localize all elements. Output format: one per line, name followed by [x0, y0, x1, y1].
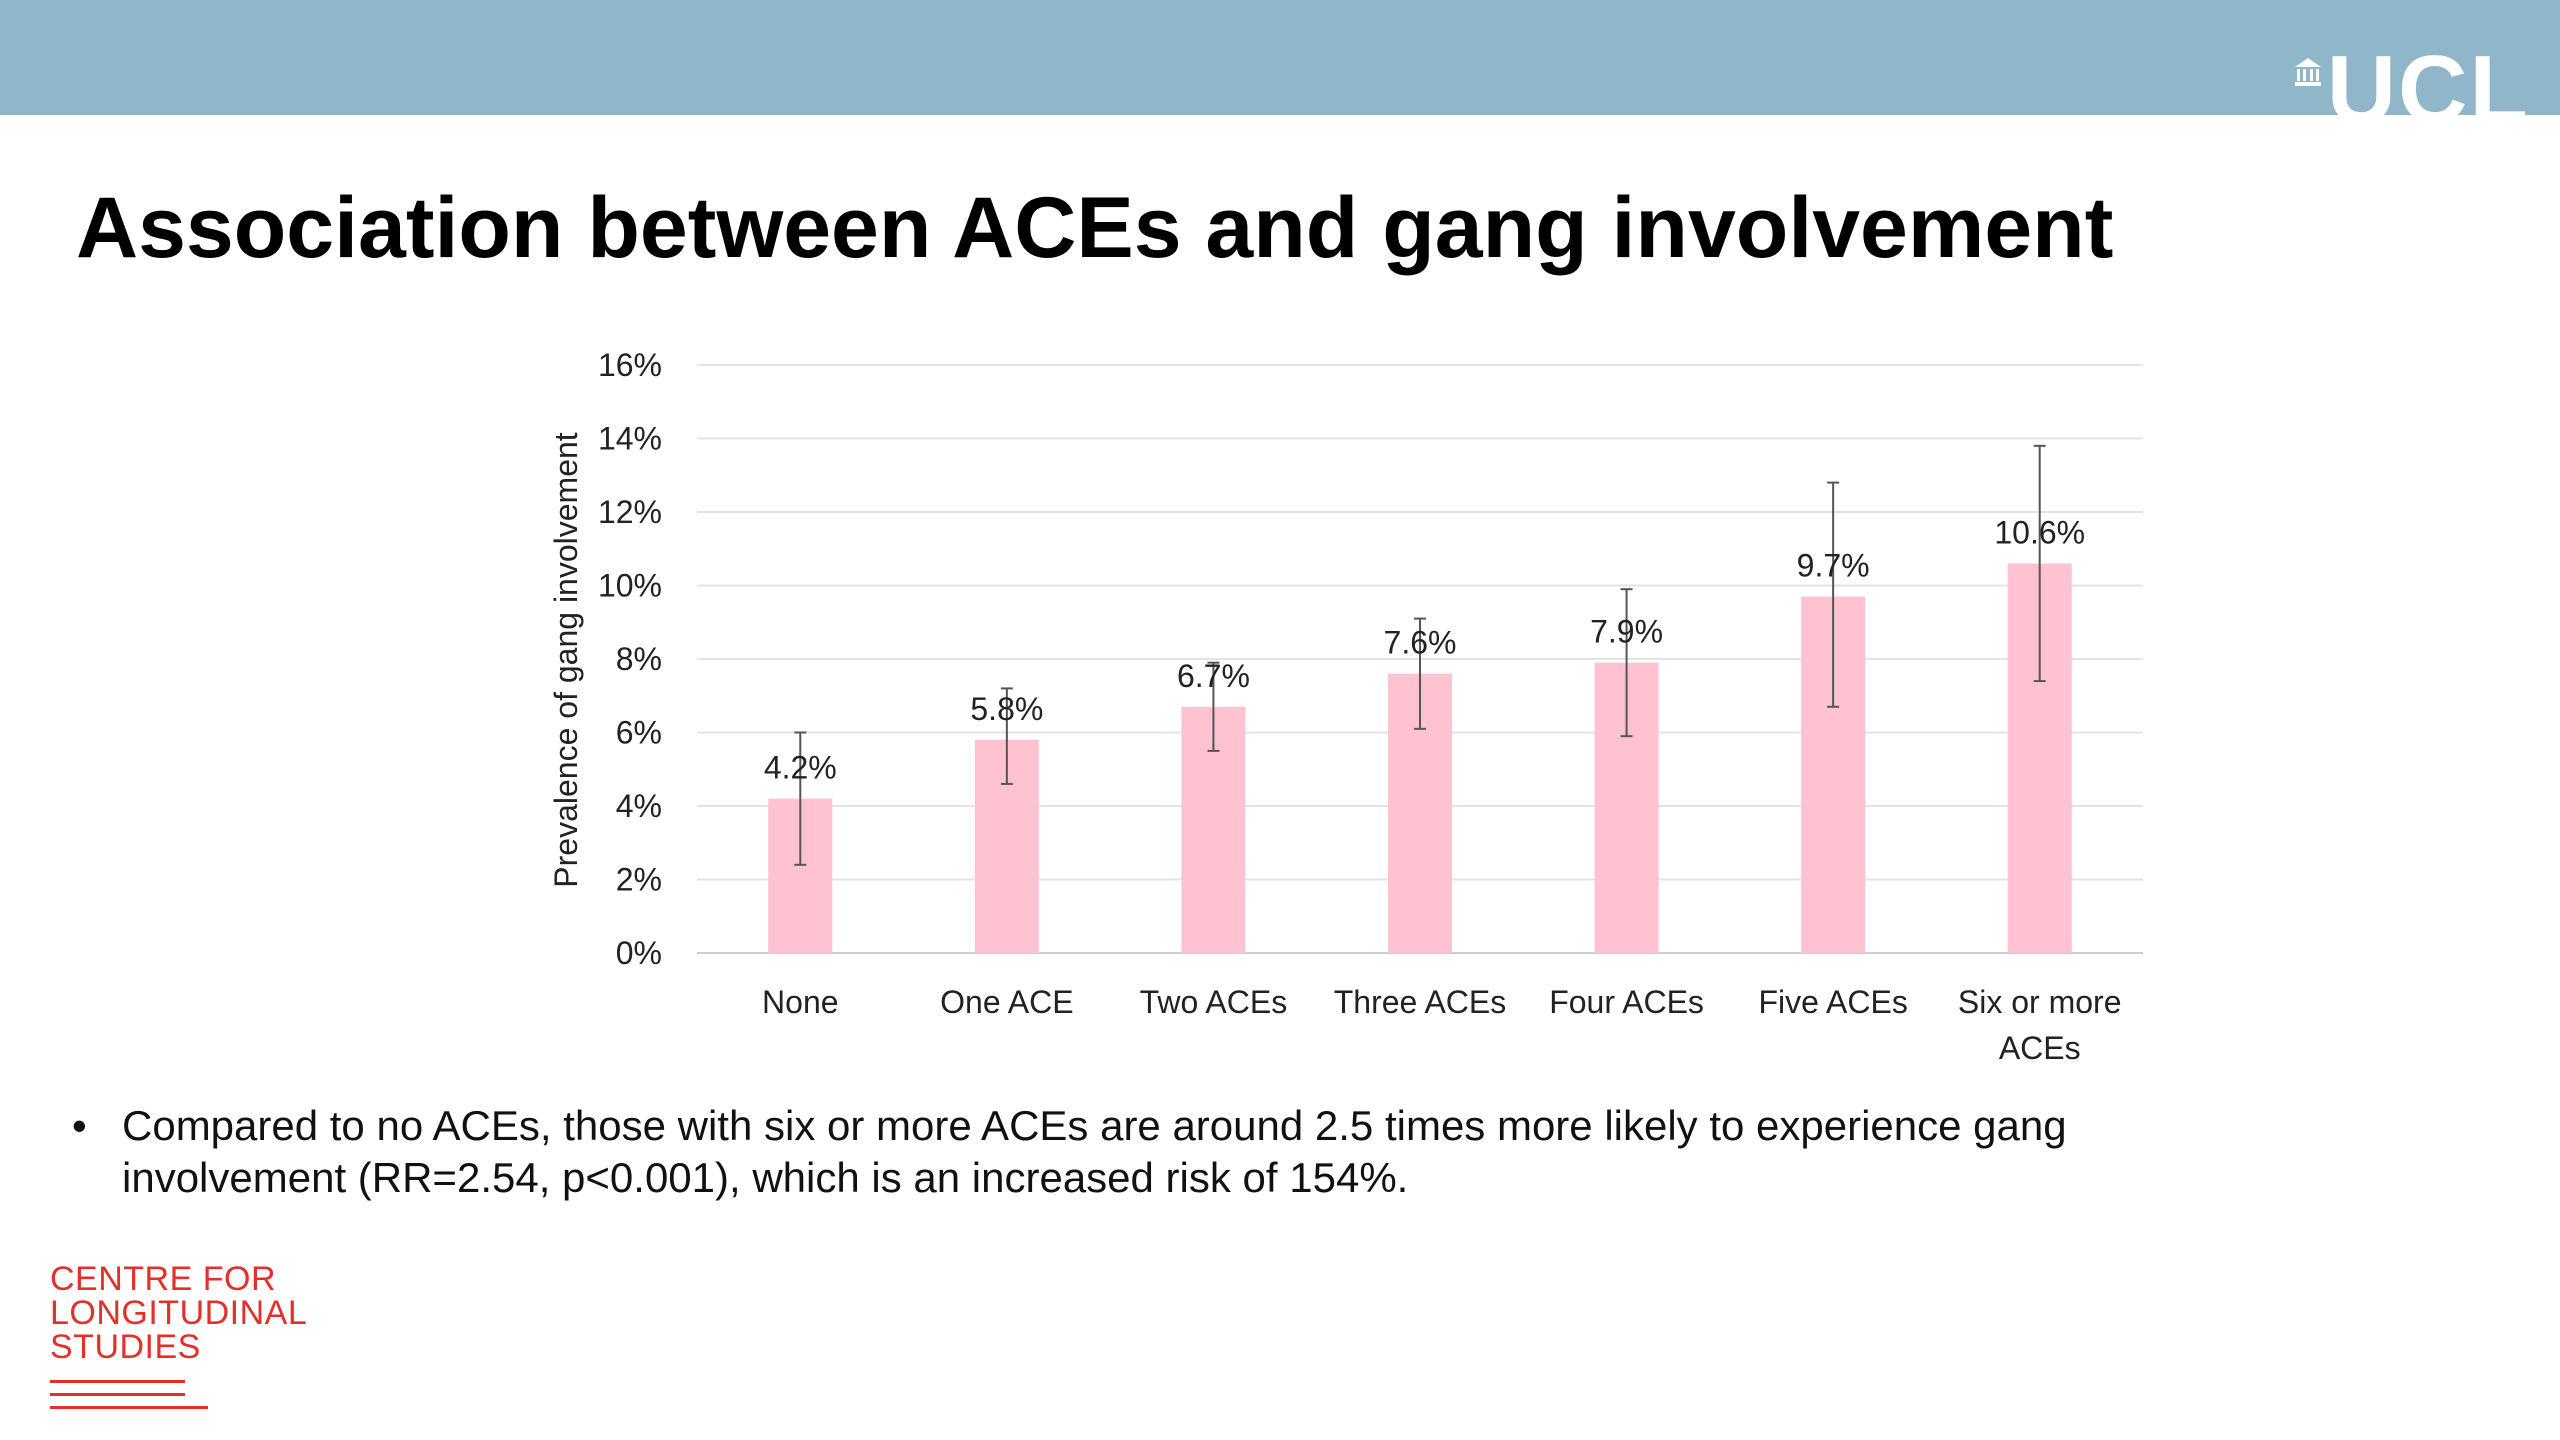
ucl-logo: UCL	[2294, 36, 2530, 143]
cls-logo-line-3: STUDIES	[50, 1328, 201, 1366]
x-category-label: Two ACEs	[1140, 984, 1288, 1020]
data-label: 7.6%	[1384, 625, 1457, 661]
data-label: 10.6%	[1994, 514, 2085, 550]
data-label: 7.9%	[1590, 614, 1663, 650]
x-category-label: Three ACEs	[1334, 984, 1507, 1020]
y-tick-label: 14%	[598, 421, 662, 457]
bullet-symbol: •	[72, 1102, 87, 1149]
data-labels: 4.2% 5.8% 6.7% 7.6% 7.9% 9.7% 10.6%	[764, 514, 2085, 785]
error-bar	[1620, 588, 1633, 738]
ucl-logo-text: UCL	[2326, 36, 2530, 143]
slide-title: Association between ACEs and gang involv…	[76, 180, 2114, 276]
error-bar	[1414, 617, 1426, 730]
x-category-label: Six or more	[1958, 984, 2122, 1020]
x-axis-categories: None One ACE Two ACEs Three ACEs Four ACEs Fi…	[762, 984, 2121, 1066]
y-axis-title: Prevalence of gang involvement	[548, 432, 584, 888]
error-bars	[794, 444, 2046, 866]
bullet-text: Compared to no ACEs, those with six or m…	[122, 1102, 2067, 1201]
error-bar	[1827, 481, 1840, 708]
header-band	[0, 0, 2560, 115]
error-bar	[794, 731, 807, 866]
y-axis-ticks: 0% 2% 4% 6% 8% 10% 12% 14% 16%	[598, 347, 662, 971]
x-category-label: ACEs	[1999, 1030, 2081, 1066]
y-tick-label: 16%	[598, 347, 662, 383]
y-tick-label: 2%	[616, 862, 662, 898]
portico-icon	[2294, 58, 2321, 86]
error-bar	[2033, 444, 2046, 683]
bar-chart: 0% 2% 4% 6% 8% 10% 12% 14% 16% Prevalence of gan…	[548, 347, 2143, 1066]
cls-logo-line-1: CENTRE FOR	[50, 1260, 276, 1298]
y-tick-label: 4%	[616, 788, 662, 824]
data-label: 9.7%	[1797, 548, 1870, 584]
x-category-label: Four ACEs	[1549, 984, 1704, 1020]
error-bar	[1000, 687, 1013, 785]
x-category-label: Five ACEs	[1758, 984, 1907, 1020]
x-category-label: None	[762, 984, 839, 1020]
cls-rule-1	[50, 1380, 185, 1383]
cls-logo-line-2: LONGITUDINAL	[50, 1294, 308, 1332]
error-bar	[1207, 661, 1220, 752]
y-tick-label: 10%	[598, 568, 662, 604]
y-tick-label: 12%	[598, 494, 662, 530]
cls-rule-2	[50, 1393, 185, 1396]
cls-logo: CENTRE FOR LONGITUDINAL STUDIES	[50, 1262, 307, 1364]
cls-rule-3	[50, 1406, 208, 1409]
y-tick-label: 8%	[616, 641, 662, 677]
data-label: 5.8%	[970, 691, 1043, 727]
y-tick-label: 6%	[616, 715, 662, 751]
y-tick-label: 0%	[616, 935, 662, 971]
data-label: 6.7%	[1177, 658, 1250, 694]
x-category-label: One ACE	[940, 984, 1073, 1020]
cls-logo-rules	[50, 1380, 208, 1419]
data-label: 4.2%	[764, 750, 837, 786]
bullet-point: • Compared to no ACEs, those with six or…	[72, 1100, 2172, 1204]
